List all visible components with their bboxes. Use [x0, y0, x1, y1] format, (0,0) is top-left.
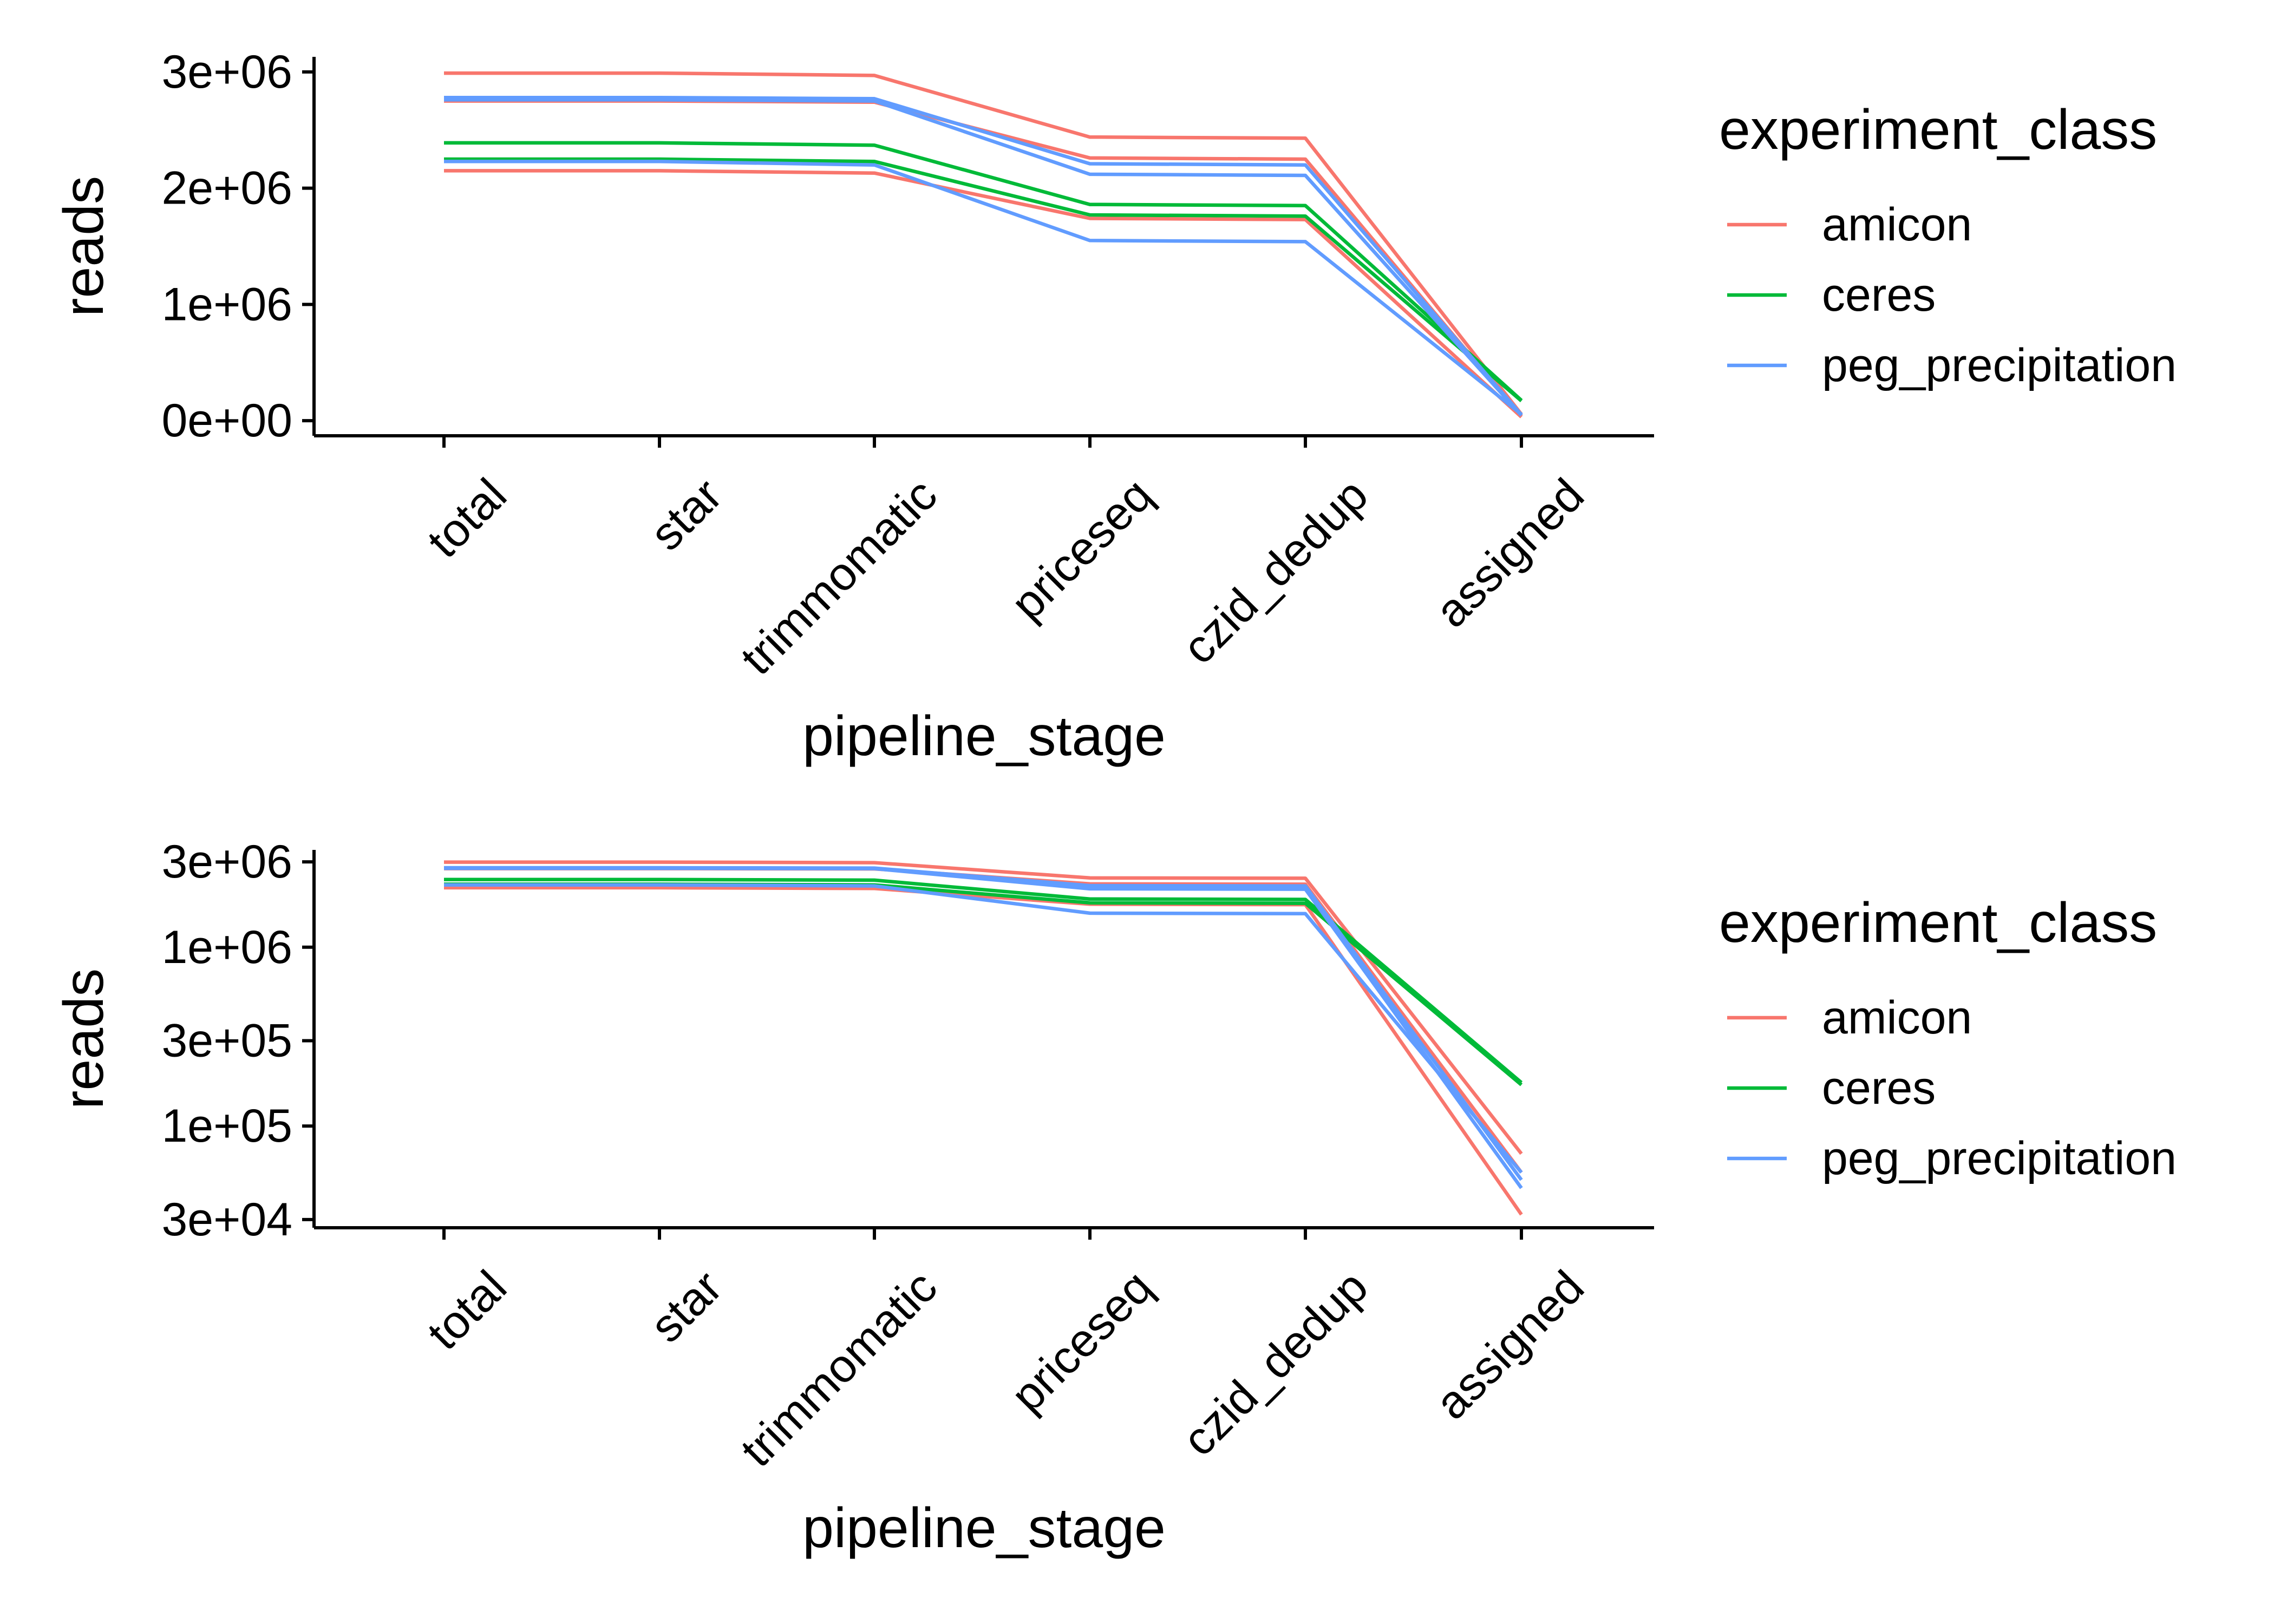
y-tick-label: 3e+05	[161, 1015, 292, 1067]
legend-label-peg_precipitation: peg_precipitation	[1822, 1132, 2177, 1184]
series-line-amicon	[444, 71, 1523, 416]
legend-label-peg_precipitation: peg_precipitation	[1822, 339, 2177, 391]
series-line-peg_precipitation	[444, 95, 1523, 416]
legend-title: experiment_class	[1719, 99, 2157, 161]
series-line-peg_precipitation	[444, 98, 1523, 417]
x-tick-label-total: total	[417, 1261, 517, 1360]
series-line-peg_precipitation	[444, 160, 1523, 416]
y-tick-label: 1e+06	[161, 278, 292, 330]
series-line-peg_precipitation	[444, 883, 1523, 1174]
legend-label-ceres: ceres	[1822, 1062, 1936, 1114]
linear-scale-panel: 0e+00 1e+06 2e+06 3e+06 total startrimmomatic…	[53, 46, 2177, 768]
series-line-amicon	[444, 169, 1523, 418]
x-tick-label-total: total	[417, 469, 517, 568]
series-line-ceres	[444, 157, 1523, 403]
y-tick-label: 3e+06	[161, 46, 292, 98]
y-axis-title: reads	[53, 968, 115, 1109]
series-line-amicon	[444, 860, 1523, 1155]
legend-label-amicon: amicon	[1822, 199, 1972, 251]
y-tick-label: 2e+06	[161, 162, 292, 214]
y-tick-label: 0e+00	[161, 395, 292, 447]
legend-label-amicon: amicon	[1822, 992, 1972, 1044]
legend-title: experiment_class	[1719, 892, 2157, 954]
y-tick-label: 1e+05	[161, 1100, 292, 1152]
x-tick-label-priceseq: priceseq	[1001, 469, 1162, 630]
x-tick-label-czid_dedup: czid_dedup	[1173, 1261, 1378, 1466]
log-scale-panel: 3e+04 1e+05 3e+05 1e+06 3e+06 total startrimmo…	[53, 836, 2177, 1560]
x-axis-title: pipeline_stage	[802, 705, 1166, 768]
series-line-amicon	[444, 867, 1523, 1174]
series-line-amicon	[444, 99, 1523, 417]
x-tick-label-priceseq: priceseq	[1001, 1261, 1162, 1422]
y-tick-label: 3e+06	[161, 836, 292, 888]
x-tick-label-trimmomatic: trimmomatic	[731, 1261, 947, 1477]
x-tick-label-star: star	[641, 469, 732, 560]
series-line-amicon	[444, 886, 1523, 1216]
series-line-peg_precipitation	[444, 866, 1523, 1189]
series-line-ceres	[444, 141, 1523, 402]
x-tick-label-trimmomatic: trimmomatic	[731, 469, 947, 685]
y-axis-title: reads	[53, 176, 115, 317]
x-tick-label-assigned: assigned	[1426, 469, 1594, 637]
series-line-ceres	[444, 878, 1523, 1084]
x-tick-label-czid_dedup: czid_dedup	[1173, 469, 1378, 674]
series-line-peg_precipitation	[444, 866, 1523, 1181]
legend-label-ceres: ceres	[1822, 269, 1936, 321]
y-tick-label: 1e+06	[161, 921, 292, 973]
x-tick-label-star: star	[641, 1261, 732, 1352]
x-tick-label-assigned: assigned	[1426, 1261, 1594, 1429]
y-tick-label: 3e+04	[161, 1194, 292, 1246]
x-axis-title: pipeline_stage	[802, 1497, 1166, 1560]
